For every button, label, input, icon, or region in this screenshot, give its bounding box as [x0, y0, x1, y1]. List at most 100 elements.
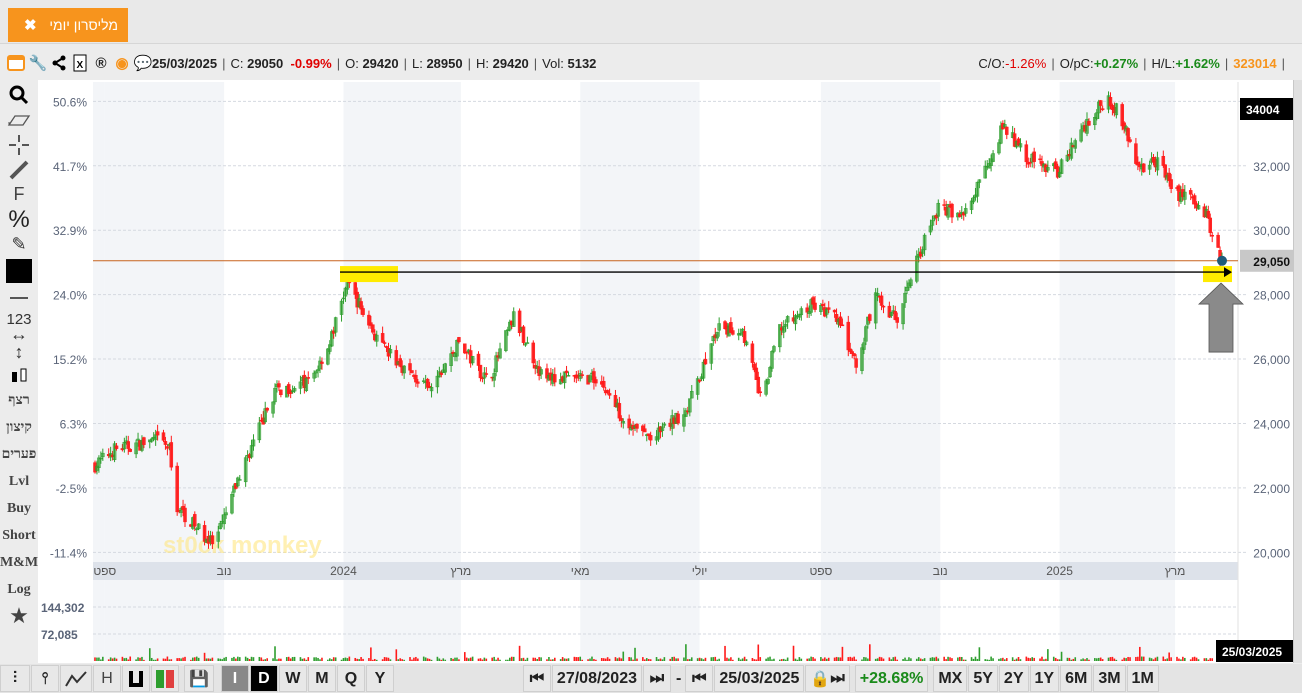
time-tick-label: 2024	[330, 564, 357, 578]
registered-icon[interactable]: ®	[95, 54, 107, 72]
volume-bar	[348, 656, 351, 661]
candle-body	[476, 353, 481, 366]
volume-bar	[317, 657, 319, 661]
to-date[interactable]: 25/03/2025	[714, 665, 805, 692]
lvl-button[interactable]: Lvl	[8, 473, 30, 489]
candle-body	[781, 326, 786, 333]
volume-bar	[356, 658, 358, 661]
wrench-icon[interactable]: 🔧	[28, 55, 48, 72]
candle-body	[605, 390, 610, 394]
volume-bar	[992, 658, 994, 661]
volume-bar	[814, 658, 816, 661]
volume-bar	[454, 657, 456, 661]
share-icon[interactable]	[50, 54, 68, 72]
volume-bar	[430, 659, 433, 661]
colored-bars-icon[interactable]	[151, 665, 179, 692]
price-chart[interactable]: 20,000 -11.4% 22,000 -2.5% 24,000 6.3% 26,000 1…	[38, 80, 1296, 663]
volume-bar	[970, 657, 973, 661]
left-toolbar: F % ✎ 123 ↔ ↕ רצף קיצון פערים Lvl Buy Sh…	[0, 82, 38, 662]
formula-button[interactable]: F	[13, 184, 25, 204]
volume-bar	[115, 658, 118, 661]
interval-yearly[interactable]: Y	[365, 665, 394, 692]
gaps-button[interactable]: פערים	[1, 446, 37, 462]
volume-bar	[375, 659, 378, 661]
edit-icon[interactable]: ✎	[11, 234, 27, 254]
short-button[interactable]: Short	[2, 527, 36, 543]
candle-body	[785, 316, 790, 323]
vertical-scrollbar[interactable]	[1293, 80, 1302, 663]
range-6m[interactable]: 6M	[1060, 665, 1093, 692]
volume-bar	[1139, 646, 1141, 661]
candles-icon[interactable]	[0, 365, 38, 387]
interval-monthly[interactable]: M	[307, 665, 336, 692]
continuous-button[interactable]: רצף	[8, 392, 30, 408]
range-1y[interactable]: 1Y	[1029, 665, 1060, 692]
volume-bar	[771, 659, 773, 661]
range-3m[interactable]: 3M	[1093, 665, 1126, 692]
eraser-icon[interactable]	[0, 107, 38, 132]
range-1m[interactable]: 1M	[1126, 665, 1159, 692]
from-date[interactable]: 27/08/2023	[551, 665, 642, 692]
save-icon[interactable]: 💾	[184, 665, 214, 692]
volume-bar	[274, 646, 276, 661]
lock-icon[interactable]: 🔒 ⏭	[805, 665, 850, 692]
horizontal-scale-icon[interactable]: ↔	[10, 323, 28, 344]
excel-icon[interactable]: X	[71, 54, 89, 72]
volume-bar	[422, 656, 425, 661]
volume-bar	[1111, 656, 1114, 661]
volume-bar	[411, 659, 413, 661]
numbers-button[interactable]: 123	[6, 310, 32, 328]
window-icon[interactable]	[6, 54, 26, 72]
interval-daily[interactable]: D	[249, 665, 278, 692]
range-5y[interactable]: 5Y	[968, 665, 998, 692]
volume-bar	[1203, 658, 1206, 661]
star-icon[interactable]: ★	[9, 602, 29, 628]
candle-body	[709, 343, 714, 364]
volume-bar	[109, 657, 112, 661]
from-next-icon[interactable]: ⏭	[643, 665, 671, 692]
candle-body	[316, 369, 320, 372]
candlestick-type-icon[interactable]: ⫶	[0, 665, 30, 692]
range-2y[interactable]: 2Y	[998, 665, 1029, 692]
extreme-button[interactable]: קיצון	[6, 419, 32, 435]
bar-type-icon[interactable]	[122, 665, 150, 692]
line-tool-icon[interactable]	[0, 157, 38, 182]
volume-bar	[389, 659, 392, 661]
vertical-scale-icon[interactable]: ↕	[14, 342, 24, 362]
percent-button[interactable]: %	[8, 205, 30, 233]
volume-bar	[1125, 658, 1127, 661]
close-icon[interactable]: ✖	[24, 17, 37, 34]
volume-bar	[450, 657, 452, 661]
candle-body	[230, 494, 234, 514]
crosshair-icon[interactable]	[0, 132, 38, 157]
range-max[interactable]: MX	[933, 665, 968, 692]
ohlc-type-icon[interactable]: ⫯	[31, 665, 59, 692]
volume-bar	[477, 658, 480, 661]
candle-body	[175, 465, 179, 513]
chart-panel[interactable]: 20,000 -11.4% 22,000 -2.5% 24,000 6.3% 26,000 1…	[38, 80, 1296, 663]
volume-bar	[195, 656, 198, 661]
line-style-icon[interactable]	[0, 285, 38, 310]
buy-button[interactable]: Buy	[6, 500, 32, 516]
search-icon[interactable]	[0, 82, 38, 107]
volume-bar	[346, 658, 349, 661]
candle-body	[1126, 128, 1130, 142]
from-first-icon[interactable]: ⏮	[522, 665, 551, 692]
volume-bar	[661, 659, 664, 661]
tab-melisron-daily[interactable]: מליסרון יומי ✖	[8, 8, 128, 42]
line-type-icon[interactable]	[60, 665, 92, 692]
hlc-type-icon[interactable]: H	[93, 665, 121, 692]
color-picker[interactable]	[0, 257, 38, 285]
candle-body	[860, 347, 864, 371]
interval-intraday[interactable]: I	[220, 665, 249, 692]
target-icon[interactable]: ◉	[115, 55, 129, 72]
log-button[interactable]: Log	[7, 581, 31, 597]
candle-body	[578, 373, 582, 379]
interval-quarterly[interactable]: Q	[336, 665, 365, 692]
comment-icon[interactable]: 💬	[133, 55, 153, 72]
volume-bar	[1017, 657, 1020, 661]
interval-weekly[interactable]: W	[278, 665, 307, 692]
volume-bar	[800, 658, 803, 661]
to-first-icon[interactable]: ⏮	[685, 665, 714, 692]
mm-button[interactable]: M&M	[0, 554, 39, 570]
